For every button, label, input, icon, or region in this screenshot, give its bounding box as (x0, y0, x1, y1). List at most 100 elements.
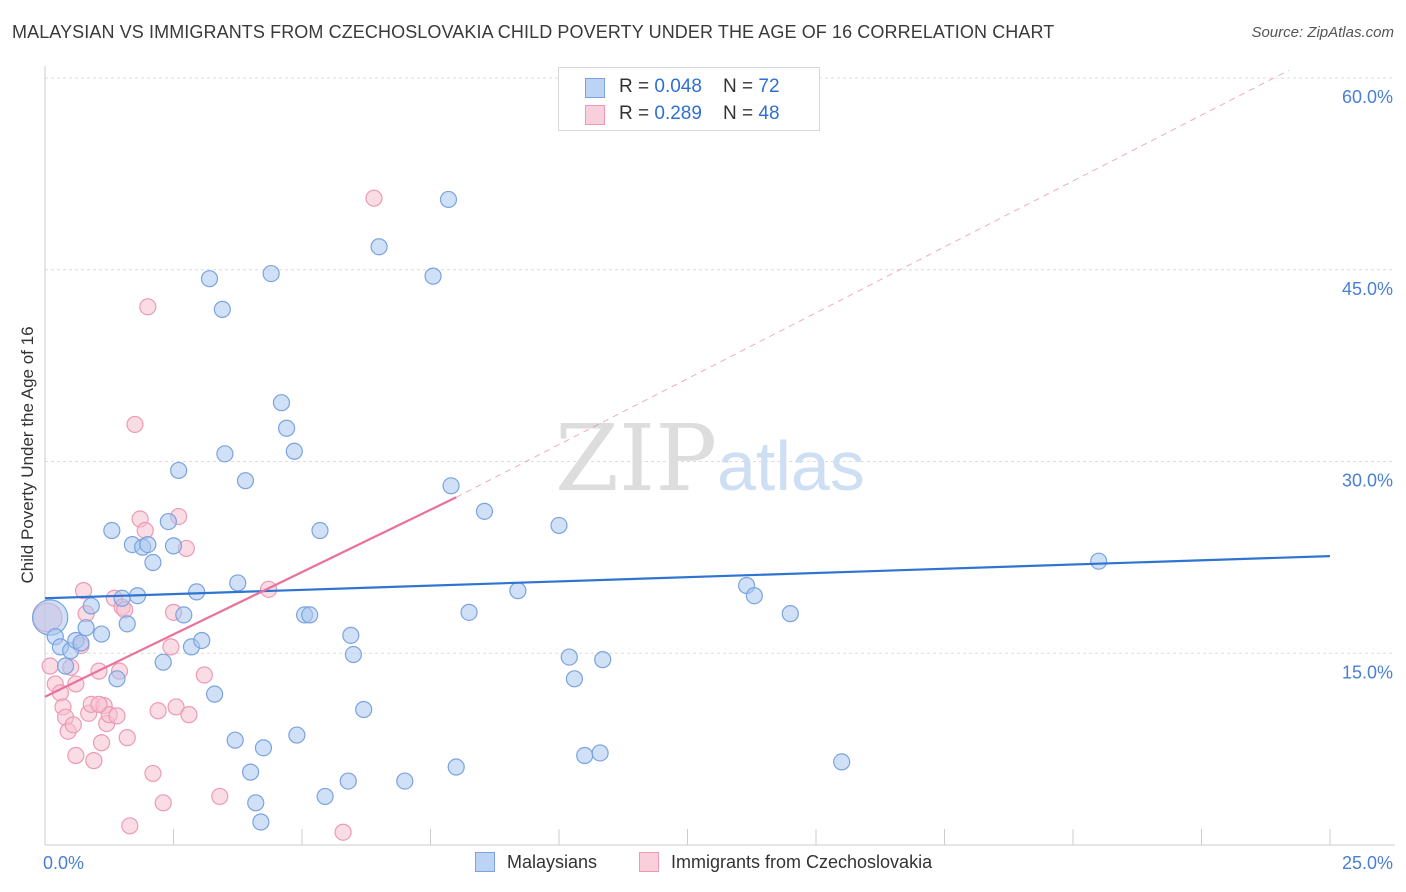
czechoslovakia-point (92, 734, 111, 752)
malaysians-point (247, 794, 265, 812)
malaysians-point (92, 625, 111, 643)
czechoslovakia-point (121, 817, 139, 835)
czechoslovakia-point (334, 823, 352, 841)
bottom-legend-czechoslovakia: Immigrants from Czechoslovakia (639, 852, 932, 873)
y-tick-label: 45.0% (1342, 279, 1393, 299)
malaysians-point (781, 605, 799, 623)
malaysians-point (229, 574, 247, 592)
malaysians-point (277, 419, 296, 437)
malaysians-point (447, 758, 465, 776)
bottom-legend-label-malaysians: Malaysians (507, 852, 598, 872)
malaysians-point (108, 670, 126, 688)
malaysians-point (252, 813, 270, 831)
malaysians-point (594, 651, 612, 669)
bottom-legend-malaysians: Malaysians (475, 852, 597, 873)
legend-r-value: 0.048 (654, 76, 702, 97)
malaysians-point (355, 700, 373, 719)
x-tick-label: 25.0% (1342, 853, 1393, 873)
malaysians-trend-line (44, 554, 1331, 600)
malaysians-point (77, 619, 95, 637)
legend-n-value: 72 (758, 76, 780, 97)
malaysians-point (460, 603, 478, 621)
malaysians-point (159, 512, 177, 531)
czechoslovakia-point (149, 702, 167, 720)
legend-n-value: 48 (758, 103, 780, 124)
bottom-legend-swatch-blue (475, 852, 495, 872)
y-tick-label: 60.0% (1342, 87, 1393, 107)
malaysians-point (56, 657, 75, 675)
legend-r-label: R = (619, 76, 655, 97)
malaysians-point (396, 772, 414, 790)
malaysians-point (475, 502, 494, 520)
malaysians-point (285, 442, 303, 460)
y-tick-label: 15.0% (1342, 662, 1393, 682)
czechoslovakia-point (108, 707, 126, 725)
stats-legend: R = 0.048 N = 72 R = 0.289 N = 48 (558, 67, 820, 131)
malaysians-point (262, 264, 280, 283)
y-tick-label: 30.0% (1342, 471, 1393, 491)
malaysians-point (154, 653, 172, 671)
legend-n-label: N = (723, 76, 759, 97)
czechoslovakia-point (136, 521, 154, 540)
malaysians-point (206, 685, 224, 703)
czechoslovakia-point (162, 638, 180, 656)
czechoslovakia-point (67, 746, 85, 765)
malaysians-point (200, 270, 219, 288)
malaysians-point (344, 645, 362, 664)
malaysians-point (82, 597, 100, 615)
malaysians-point (118, 615, 136, 633)
czechoslovakia-point (154, 794, 172, 812)
malaysians-point (236, 472, 255, 490)
czechoslovakia-point (85, 752, 103, 770)
malaysians-point (1090, 552, 1108, 570)
legend-swatch-pink (585, 105, 605, 125)
czechoslovakia-point (126, 415, 144, 434)
watermark-zip: ZIP (555, 405, 717, 512)
malaysians-point (226, 731, 244, 749)
malaysians-point (576, 746, 594, 765)
malaysians-point (213, 300, 231, 318)
source-label: Source: ZipAtlas.com (1251, 24, 1394, 41)
czechoslovakia-point (118, 729, 136, 747)
chart-title: MALAYSIAN VS IMMIGRANTS FROM CZECHOSLOVA… (12, 22, 1055, 42)
czechoslovakia-trend-line (44, 496, 457, 698)
x-tick-label: 0.0% (43, 853, 84, 873)
malaysians-point (72, 634, 90, 652)
bottom-legend-label-czech: Immigrants from Czechoslovakia (671, 852, 933, 872)
malaysians-point (565, 670, 584, 688)
malaysians-point (144, 553, 162, 572)
trend-lines (44, 69, 1331, 698)
malaysians-point (833, 753, 851, 771)
czechoslovakia-trend-extension (455, 69, 1290, 498)
legend-r-label: R = (619, 103, 655, 124)
malaysians-point (424, 267, 442, 285)
malaysians-point (342, 626, 360, 644)
bottom-legend-swatch-pink (639, 852, 659, 872)
czechoslovakia-point (74, 582, 93, 600)
malaysians-point (745, 587, 763, 605)
malaysians-point (509, 582, 527, 600)
malaysians-point (175, 606, 193, 624)
czechoslovakia-point (167, 698, 185, 716)
malaysians-point (188, 583, 206, 601)
malaysians-point (113, 589, 131, 607)
malaysians-point (216, 445, 234, 463)
malaysians-point (370, 238, 388, 256)
malaysians-point (439, 190, 458, 209)
watermark: ZIP atlas (555, 405, 865, 512)
malaysians-point (339, 772, 357, 790)
axis-ticks: 15.0% 30.0% 45.0% 60.0% 0.0% 25.0% (43, 87, 1393, 873)
czechoslovakia-point (195, 666, 213, 684)
czechoslovakia-point (365, 189, 383, 207)
malaysians-point (591, 744, 609, 762)
malaysians-point (139, 535, 157, 554)
czechoslovakia-point (90, 695, 108, 713)
malaysians-point (242, 763, 260, 781)
malaysians-point (301, 606, 319, 624)
czechoslovakia-point (41, 657, 59, 675)
czechoslovakia-point (64, 716, 82, 734)
malaysians-point (170, 461, 188, 480)
malaysians-point (442, 477, 460, 495)
czechoslovakia-point (144, 764, 162, 783)
series-czechoslovakia-points (32, 189, 383, 841)
